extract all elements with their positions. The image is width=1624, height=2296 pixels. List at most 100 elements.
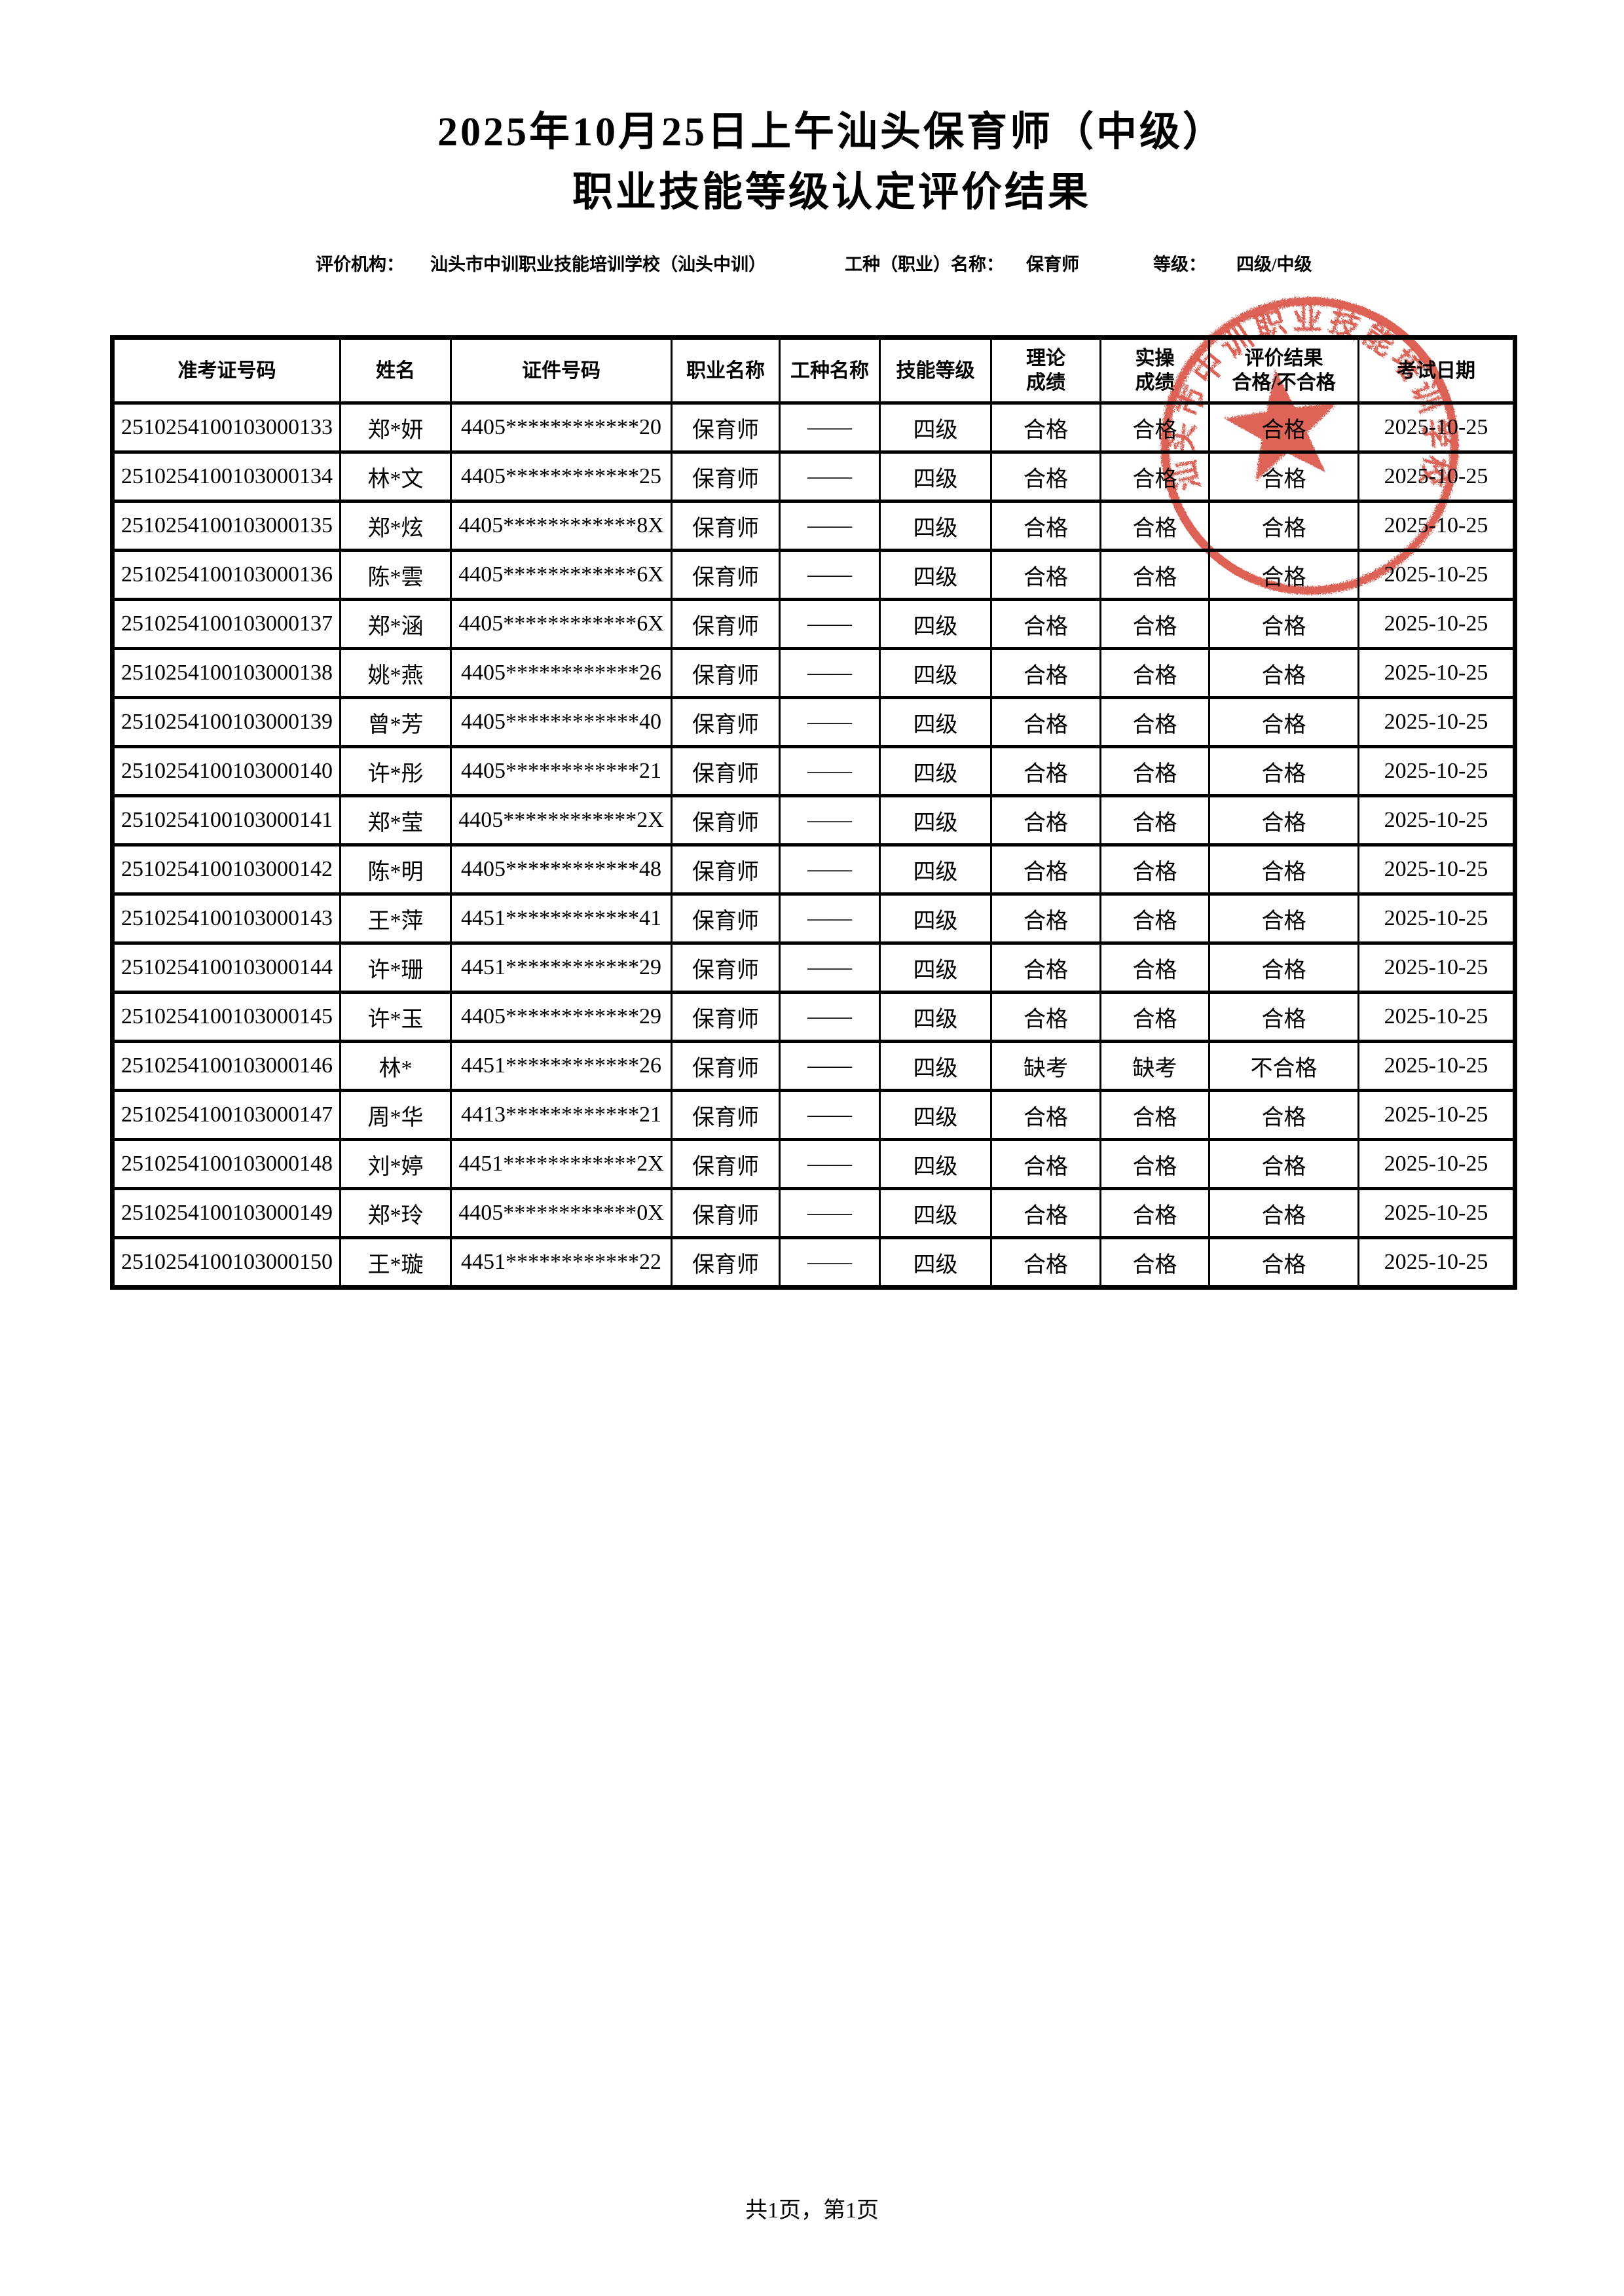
table-row: 2510254100103000133 郑*妍 4405************20… [111, 401, 1516, 454]
table-row: 2510254100103000136 陈*雲 4405************6X… [111, 549, 1516, 601]
cell-occupation: 保育师 [671, 500, 781, 552]
cell-occupation: 保育师 [671, 696, 781, 748]
cell-admission_no: 2510254100103000150 [111, 1236, 341, 1289]
cell-admission_no: 2510254100103000134 [111, 450, 341, 503]
cell-result: 合格 [1208, 1138, 1359, 1190]
table-row: 2510254100103000149 郑*玲 4405************0X… [111, 1187, 1516, 1239]
cell-work_type: —— [779, 598, 881, 650]
cell-name: 姚*燕 [339, 647, 452, 699]
cell-exam_date: 2025-10-25 [1357, 401, 1516, 454]
cell-work_type: —— [779, 1040, 881, 1092]
cell-practice: 合格 [1099, 843, 1210, 896]
cell-occupation: 保育师 [671, 843, 781, 896]
cell-skill_level: 四级 [879, 598, 992, 650]
cell-exam_date: 2025-10-25 [1357, 598, 1516, 650]
cell-name: 王*璇 [339, 1236, 452, 1289]
job-value: 保育师 [1026, 255, 1079, 274]
cell-id_no: 4405************21 [450, 745, 673, 797]
cell-practice: 合格 [1099, 598, 1210, 650]
org-value: 汕头市中训职业技能培训学校（汕头中训） [430, 255, 766, 274]
cell-practice: 合格 [1099, 549, 1210, 601]
column-header-skill_level: 技能等级 [879, 336, 992, 405]
table-row: 2510254100103000138 姚*燕 4405************26… [111, 647, 1516, 699]
job-label: 工种（职业）名称： [845, 255, 1004, 274]
cell-exam_date: 2025-10-25 [1357, 1089, 1516, 1141]
cell-work_type: —— [779, 843, 881, 896]
cell-skill_level: 四级 [879, 745, 992, 797]
cell-exam_date: 2025-10-25 [1357, 1187, 1516, 1239]
cell-id_no: 4451************2X [450, 1138, 673, 1190]
table-row: 2510254100103000144 许*珊 4451************29… [111, 941, 1516, 994]
cell-exam_date: 2025-10-25 [1357, 892, 1516, 945]
column-header-exam_date: 考试日期 [1357, 336, 1516, 405]
cell-work_type: —— [779, 647, 881, 699]
cell-practice: 合格 [1099, 1089, 1210, 1141]
cell-result: 合格 [1208, 500, 1359, 552]
cell-work_type: —— [779, 1187, 881, 1239]
cell-id_no: 4405************2X [450, 794, 673, 847]
cell-name: 曾*芳 [339, 696, 452, 748]
cell-result: 合格 [1208, 843, 1359, 896]
cell-name: 郑*涵 [339, 598, 452, 650]
cell-work_type: —— [779, 892, 881, 945]
org-label: 评价机构： [316, 255, 404, 274]
cell-admission_no: 2510254100103000143 [111, 892, 341, 945]
cell-practice: 合格 [1099, 647, 1210, 699]
cell-occupation: 保育师 [671, 1089, 781, 1141]
cell-admission_no: 2510254100103000148 [111, 1138, 341, 1190]
cell-admission_no: 2510254100103000146 [111, 1040, 341, 1092]
cell-result: 合格 [1208, 598, 1359, 650]
table-row: 2510254100103000142 陈*明 4405************48… [111, 843, 1516, 896]
cell-theory: 合格 [990, 1187, 1101, 1239]
cell-admission_no: 2510254100103000135 [111, 500, 341, 552]
table-row: 2510254100103000147 周*华 4413************21… [111, 1089, 1516, 1141]
cell-exam_date: 2025-10-25 [1357, 941, 1516, 994]
cell-id_no: 4405************29 [450, 991, 673, 1043]
cell-exam_date: 2025-10-25 [1357, 500, 1516, 552]
cell-name: 陈*明 [339, 843, 452, 896]
results-table-head: 准考证号码 姓名 证件号码 职业名称 工种名称 技能等级 理论 成绩 实操 成绩 评价结果 合格… [111, 336, 1516, 405]
cell-id_no: 4405************26 [450, 647, 673, 699]
cell-occupation: 保育师 [671, 1236, 781, 1289]
cell-work_type: —— [779, 745, 881, 797]
cell-work_type: —— [779, 991, 881, 1043]
table-row: 2510254100103000141 郑*莹 4405************2X… [111, 794, 1516, 847]
results-table: 准考证号码 姓名 证件号码 职业名称 工种名称 技能等级 理论 成绩 实操 成绩 评价结果 合格… [110, 335, 1517, 1290]
cell-admission_no: 2510254100103000133 [111, 401, 341, 454]
cell-occupation: 保育师 [671, 1040, 781, 1092]
column-header-id_no: 证件号码 [450, 336, 673, 405]
page-title-line1: 2025年10月25日上午汕头保育师（中级） [437, 110, 1226, 155]
cell-result: 合格 [1208, 1187, 1359, 1239]
cell-name: 林* [339, 1040, 452, 1092]
cell-skill_level: 四级 [879, 1236, 992, 1289]
cell-exam_date: 2025-10-25 [1357, 450, 1516, 503]
table-row: 2510254100103000148 刘*婷 4451************2X… [111, 1138, 1516, 1190]
column-header-theory: 理论 成绩 [990, 336, 1101, 405]
cell-theory: 合格 [990, 843, 1101, 896]
table-row: 2510254100103000135 郑*炫 4405************8X… [111, 500, 1516, 552]
cell-exam_date: 2025-10-25 [1357, 794, 1516, 847]
cell-name: 郑*妍 [339, 401, 452, 454]
table-row: 2510254100103000139 曾*芳 4405************40… [111, 696, 1516, 748]
cell-id_no: 4451************22 [450, 1236, 673, 1289]
table-row: 2510254100103000134 林*文 4405************25… [111, 450, 1516, 503]
cell-id_no: 4405************40 [450, 696, 673, 748]
cell-admission_no: 2510254100103000144 [111, 941, 341, 994]
cell-exam_date: 2025-10-25 [1357, 843, 1516, 896]
table-row: 2510254100103000143 王*萍 4451************41… [111, 892, 1516, 945]
cell-practice: 合格 [1099, 1236, 1210, 1289]
cell-result: 不合格 [1208, 1040, 1359, 1092]
cell-name: 许*彤 [339, 745, 452, 797]
cell-admission_no: 2510254100103000137 [111, 598, 341, 650]
cell-skill_level: 四级 [879, 696, 992, 748]
table-row: 2510254100103000140 许*彤 4405************21… [111, 745, 1516, 797]
cell-skill_level: 四级 [879, 794, 992, 847]
results-table-body: 2510254100103000133 郑*妍 4405************20… [111, 401, 1516, 1289]
cell-result: 合格 [1208, 794, 1359, 847]
cell-admission_no: 2510254100103000136 [111, 549, 341, 601]
meta-line: 评价机构： 汕头市中训职业技能培训学校（汕头中训） 工种（职业）名称： 保育师 … [0, 250, 1624, 276]
column-header-name: 姓名 [339, 336, 452, 405]
cell-occupation: 保育师 [671, 450, 781, 503]
cell-skill_level: 四级 [879, 500, 992, 552]
cell-theory: 合格 [990, 892, 1101, 945]
